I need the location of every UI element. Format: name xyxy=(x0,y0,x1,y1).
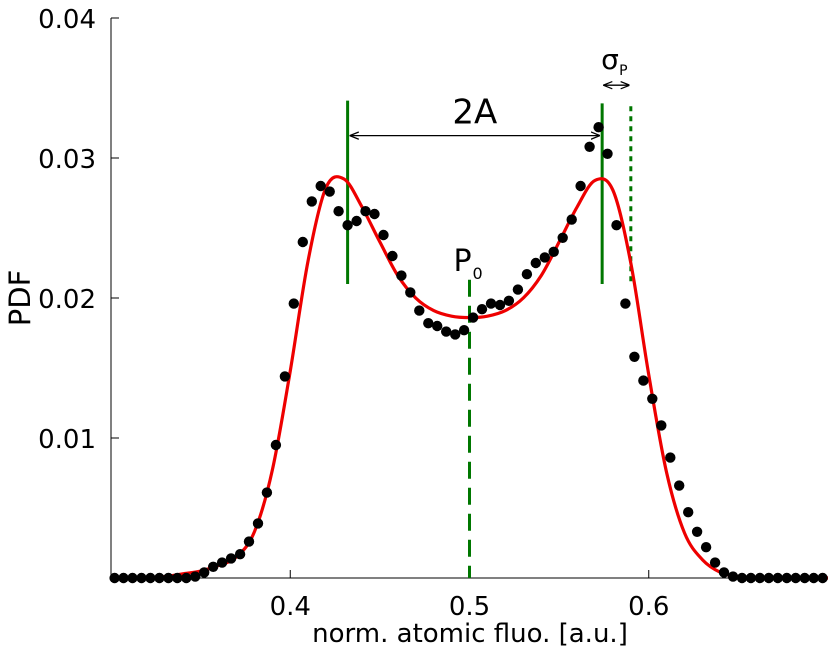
data-point xyxy=(808,572,819,584)
sigma-label: σ xyxy=(601,43,619,76)
data-point xyxy=(369,208,380,220)
data-point xyxy=(270,439,282,451)
data-point xyxy=(817,572,828,584)
data-point xyxy=(342,220,353,231)
data-point xyxy=(378,229,389,241)
x-tick-label: 0.4 xyxy=(270,592,311,622)
data-point xyxy=(458,325,470,336)
data-point xyxy=(118,572,129,584)
y-axis-label: PDF xyxy=(3,270,37,327)
data-point xyxy=(387,250,398,262)
data-point xyxy=(432,320,443,332)
data-point xyxy=(288,298,299,309)
data-point xyxy=(521,269,533,280)
data-point xyxy=(441,326,452,337)
axis-tick-labels: 0.4 0.5 0.6 0.01 0.02 0.03 0.04 xyxy=(38,5,669,622)
data-point xyxy=(494,299,506,311)
data-point xyxy=(691,526,703,537)
data-point xyxy=(136,572,147,584)
data-point xyxy=(351,215,362,227)
data-point xyxy=(199,567,210,578)
data-point xyxy=(611,220,622,231)
y-tick-label: 0.01 xyxy=(38,425,96,455)
data-point xyxy=(476,304,488,315)
data-point xyxy=(324,186,335,197)
data-point xyxy=(261,487,273,498)
data-point xyxy=(163,572,174,584)
data-point xyxy=(683,507,694,518)
data-point xyxy=(315,180,326,192)
data-point xyxy=(638,375,649,386)
data-point xyxy=(414,305,425,316)
data-point xyxy=(333,206,344,217)
data-point xyxy=(396,270,407,281)
data-point xyxy=(700,542,712,553)
data-point xyxy=(127,572,138,584)
data-point xyxy=(772,572,783,584)
data-point xyxy=(575,180,586,192)
data-point xyxy=(530,257,541,269)
data-point xyxy=(297,236,308,248)
data-point xyxy=(718,567,730,578)
data-point xyxy=(584,141,595,152)
data-point xyxy=(557,232,568,243)
y-tick-label: 0.03 xyxy=(38,145,96,175)
data-point xyxy=(548,246,559,257)
data-point xyxy=(745,572,757,584)
data-point xyxy=(109,572,120,584)
sigma-subscript: P xyxy=(619,63,627,79)
p0-label: P xyxy=(454,244,472,279)
data-point xyxy=(566,214,577,225)
data-point xyxy=(306,196,317,207)
x-tick-label: 0.5 xyxy=(449,592,490,622)
data-point xyxy=(467,312,479,323)
data-point xyxy=(799,572,810,584)
data-point xyxy=(450,329,461,340)
data-point xyxy=(754,572,766,584)
data-point xyxy=(225,553,237,564)
data-point xyxy=(360,206,371,217)
data-point xyxy=(145,572,156,584)
data-point xyxy=(512,284,524,295)
data-point xyxy=(629,351,640,362)
data-point xyxy=(539,252,550,263)
data-point xyxy=(405,287,416,298)
data-point xyxy=(781,572,792,584)
data-point xyxy=(790,572,801,584)
data-points-layer xyxy=(109,122,828,584)
data-point xyxy=(423,318,434,329)
x-axis-label: norm. atomic fluo. [a.u.] xyxy=(312,619,628,649)
data-point xyxy=(602,148,613,159)
data-point xyxy=(647,393,658,404)
y-tick-label: 0.04 xyxy=(38,5,96,35)
data-point xyxy=(208,561,219,572)
data-point xyxy=(620,298,631,309)
data-point xyxy=(727,571,739,582)
data-point xyxy=(243,536,255,547)
data-point xyxy=(172,572,183,584)
p0-subscript: 0 xyxy=(473,264,483,283)
data-point xyxy=(709,557,721,568)
y-tick-label: 0.02 xyxy=(38,285,96,315)
data-point xyxy=(656,420,667,431)
data-point xyxy=(216,557,228,568)
data-point xyxy=(674,480,685,491)
annotations: 2Aσ PP 0 xyxy=(346,43,633,578)
data-point xyxy=(736,572,748,584)
data-point xyxy=(252,518,264,529)
data-point xyxy=(593,122,604,133)
data-point xyxy=(181,572,192,584)
data-point xyxy=(763,572,774,584)
two-a-label: 2A xyxy=(452,93,497,133)
data-point xyxy=(485,298,497,309)
axis-ticks xyxy=(111,17,650,578)
data-point xyxy=(154,572,165,584)
x-tick-label: 0.6 xyxy=(628,592,669,622)
data-point xyxy=(665,452,676,463)
data-point xyxy=(190,571,201,582)
data-point xyxy=(279,371,291,382)
data-point xyxy=(234,549,246,560)
data-point xyxy=(503,295,515,306)
